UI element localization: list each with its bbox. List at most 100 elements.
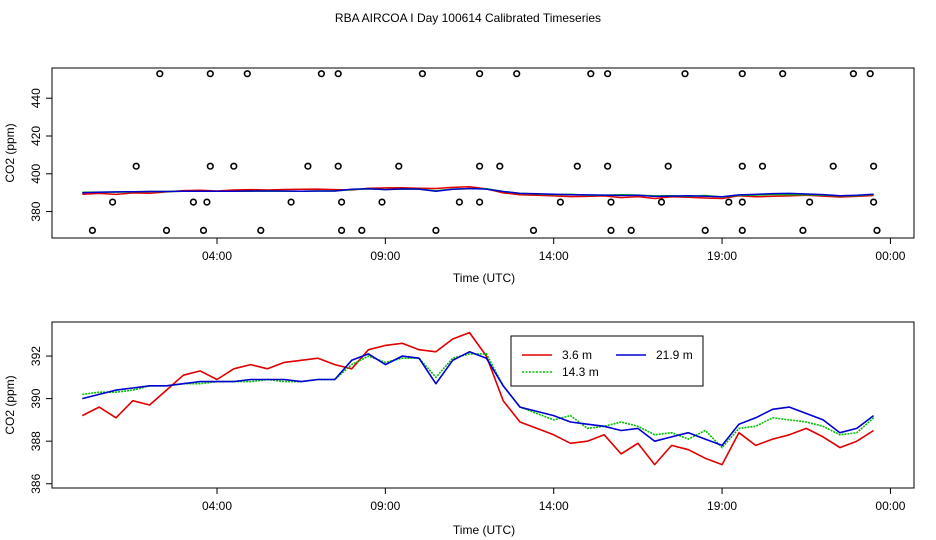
calibration-point (657, 198, 666, 206)
bottom-x-tick-label: 09:00 (370, 499, 400, 513)
legend-box (510, 335, 704, 387)
calibration-point (243, 70, 251, 78)
calibration-point (476, 70, 484, 78)
calibration-point (829, 162, 837, 170)
bottom-y-tick-label: 390 (29, 388, 43, 408)
top-plot-frame (51, 67, 915, 239)
top-x-tick-label: 19:00 (707, 249, 737, 263)
top-x-tick-label: 04:00 (202, 249, 232, 263)
top-series-lines (82, 186, 874, 200)
top-y-tick-label: 400 (29, 163, 43, 183)
calibration-point (206, 162, 214, 170)
calibration-point (338, 198, 346, 206)
bottom-series-line-3-6-m (81, 331, 875, 466)
calibration-point (334, 70, 342, 78)
legend-label-21-9m: 21.9 m (656, 348, 693, 362)
calibration-point (206, 70, 214, 78)
calibration-point (304, 162, 312, 170)
calibration-point (701, 226, 709, 234)
calibration-point (603, 162, 612, 170)
top-x-ticks: 04:00 09:00 14:00 19:00 00:00 (202, 238, 906, 263)
calibration-point (738, 162, 746, 170)
calibration-point (338, 226, 346, 234)
calibration-point (681, 70, 689, 78)
bottom-x-axis-label: Time (UTC) (453, 523, 515, 537)
bottom-y-ticks: 386 388 390 392 (29, 346, 52, 494)
calibration-point (162, 226, 171, 234)
calibration-point (627, 226, 635, 234)
calibration-point (587, 70, 595, 78)
bottom-y-tick-label: 392 (29, 346, 43, 366)
top-series-line-21-9-m (82, 187, 874, 198)
bottom-plot-frame (51, 321, 915, 489)
calibration-point (603, 70, 612, 78)
top-panel: 380 400 420 440 04:00 09:00 14:00 19:00 00:00 T… (3, 67, 915, 285)
calibration-point (496, 162, 504, 170)
bottom-x-tick-label: 00:00 (875, 499, 905, 513)
calibration-point (758, 162, 767, 170)
calibration-point (257, 226, 265, 234)
calibration-point (334, 162, 342, 170)
calibration-point (476, 162, 484, 170)
calibration-point (805, 198, 814, 206)
calibration-point (432, 226, 440, 234)
top-y-axis-label: CO2 (ppm) (3, 123, 17, 182)
top-x-axis-label: Time (UTC) (453, 271, 515, 285)
bottom-x-ticks: 04:00 09:00 14:00 19:00 00:00 (202, 488, 906, 513)
calibration-point (418, 70, 427, 78)
legend: 3.6 m 21.9 m 14.3 m (510, 335, 704, 387)
top-y-tick-label: 420 (29, 126, 43, 146)
calibration-point (725, 198, 733, 206)
legend-label-3-6m: 3.6 m (562, 348, 592, 362)
calibration-point (873, 226, 881, 234)
calibration-point (230, 162, 238, 170)
bottom-x-tick-label: 04:00 (202, 499, 232, 513)
legend-label-14-3m: 14.3 m (562, 365, 599, 379)
calibration-point (869, 198, 878, 206)
bottom-series-line-21-9-m (82, 350, 875, 447)
top-x-tick-label: 09:00 (370, 249, 400, 263)
calibration-point (849, 70, 858, 78)
top-x-tick-label: 14:00 (539, 249, 569, 263)
calibration-point (529, 226, 538, 234)
calibration-point (287, 198, 295, 206)
calibration-point (108, 198, 117, 206)
calibration-point (738, 198, 746, 206)
calibration-point (779, 70, 787, 78)
calibration-point (156, 70, 164, 78)
calibration-point (455, 198, 464, 206)
bottom-panel: 386 388 390 392 04:00 09:00 14:00 19:00 00:00 T… (3, 321, 915, 537)
calibration-point (556, 198, 565, 206)
calibration-point (378, 198, 386, 206)
calibration-point (866, 70, 874, 78)
calibration-point (189, 198, 197, 206)
calibration-point (799, 226, 807, 234)
calibration-point (358, 226, 366, 234)
calibration-point (132, 162, 140, 170)
calibration-point (395, 162, 403, 170)
calibration-point (607, 226, 615, 234)
bottom-series-line-14-3-m (82, 353, 875, 449)
bottom-y-tick-label: 388 (29, 431, 43, 451)
top-calibration-points (88, 70, 881, 234)
calibration-point (738, 226, 746, 234)
top-y-tick-label: 380 (29, 201, 43, 221)
calibration-point (88, 226, 96, 234)
bottom-x-tick-label: 14:00 (539, 499, 569, 513)
bottom-series-lines (81, 331, 875, 466)
calibration-point (573, 162, 581, 170)
calibration-point (317, 70, 326, 78)
bottom-y-axis-label: CO2 (ppm) (3, 375, 17, 434)
calibration-point (607, 198, 615, 206)
calibration-point (738, 70, 746, 78)
calibration-point (199, 226, 208, 234)
calibration-point (203, 198, 211, 206)
bottom-y-tick-label: 386 (29, 473, 43, 493)
bottom-x-tick-label: 19:00 (707, 499, 737, 513)
calibration-point (664, 162, 672, 170)
calibration-point (513, 70, 521, 78)
figure-title: RBA AIRCOA I Day 100614 Calibrated Times… (335, 11, 601, 25)
top-y-tick-label: 440 (29, 88, 43, 108)
top-x-tick-label: 00:00 (875, 249, 905, 263)
